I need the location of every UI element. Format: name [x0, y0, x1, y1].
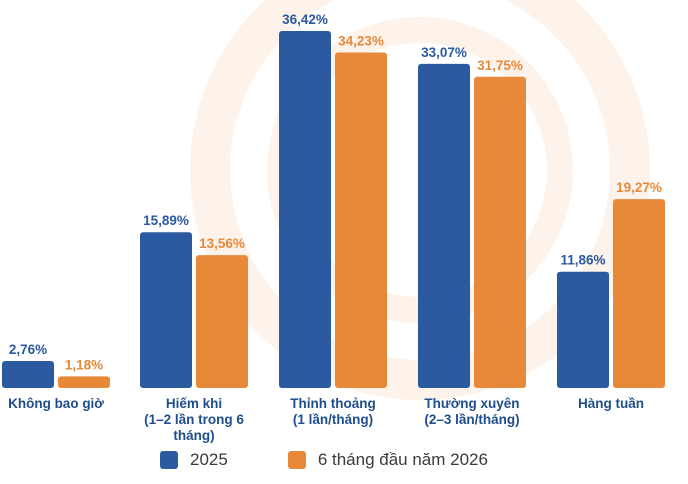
value-label-2025-cat-0: 2,76%	[9, 342, 47, 357]
bar-2026-cat-3	[474, 76, 526, 389]
value-label-2025-cat-4: 11,86%	[560, 253, 605, 268]
value-label-2026-cat-0: 1,18%	[65, 357, 103, 372]
bar-2026-cat-4	[613, 199, 665, 388]
legend-swatch-2026	[287, 451, 306, 469]
bars-group	[2, 31, 665, 389]
category-labels-group: Không bao giờ Hiếm khi (1–2 lần trong 6 thá…	[8, 396, 644, 443]
bar-2026-cat-1	[196, 255, 248, 388]
value-label-2026-cat-1: 13,56%	[199, 236, 245, 251]
bar-2025-cat-2	[279, 31, 331, 388]
bar-2025-cat-1	[140, 232, 192, 388]
category-label-0: Không bao giờ	[8, 396, 104, 411]
bar-2026-cat-0	[58, 376, 110, 388]
bar-2025-cat-4	[557, 271, 609, 388]
value-labels-group: 2,76% 1,18% 15,89% 13,56% 36,42% 34,23% 33,07%…	[9, 12, 662, 372]
category-label-2: Thỉnh thoảng (1 lần/tháng)	[290, 396, 375, 427]
category-label-3: Thường xuyên (2–3 lần/tháng)	[424, 396, 519, 427]
legend-label-2025: 2025	[190, 450, 228, 469]
value-label-2025-cat-1: 15,89%	[143, 213, 189, 228]
bar-2026-cat-2	[335, 52, 387, 389]
legend-swatch-2025	[160, 451, 178, 469]
bar-2025-cat-0	[2, 360, 54, 388]
value-label-2026-cat-4: 19,27%	[616, 180, 662, 195]
bar-2025-cat-3	[418, 63, 470, 388]
legend: 2025 6 tháng đầu năm 2026	[160, 446, 548, 474]
legend-item-2026: 6 tháng đầu năm 2026	[287, 450, 488, 470]
value-label-2025-cat-2: 36,42%	[282, 12, 328, 27]
category-label-1: Hiếm khi (1–2 lần trong 6 tháng)	[144, 396, 244, 443]
value-label-2026-cat-2: 34,23%	[338, 33, 384, 48]
legend-item-2025: 2025	[160, 450, 228, 470]
legend-label-2026: 6 tháng đầu năm 2026	[317, 450, 488, 469]
value-label-2025-cat-3: 33,07%	[421, 45, 467, 60]
category-label-4: Hàng tuần	[578, 396, 644, 411]
value-label-2026-cat-3: 31,75%	[477, 58, 523, 73]
